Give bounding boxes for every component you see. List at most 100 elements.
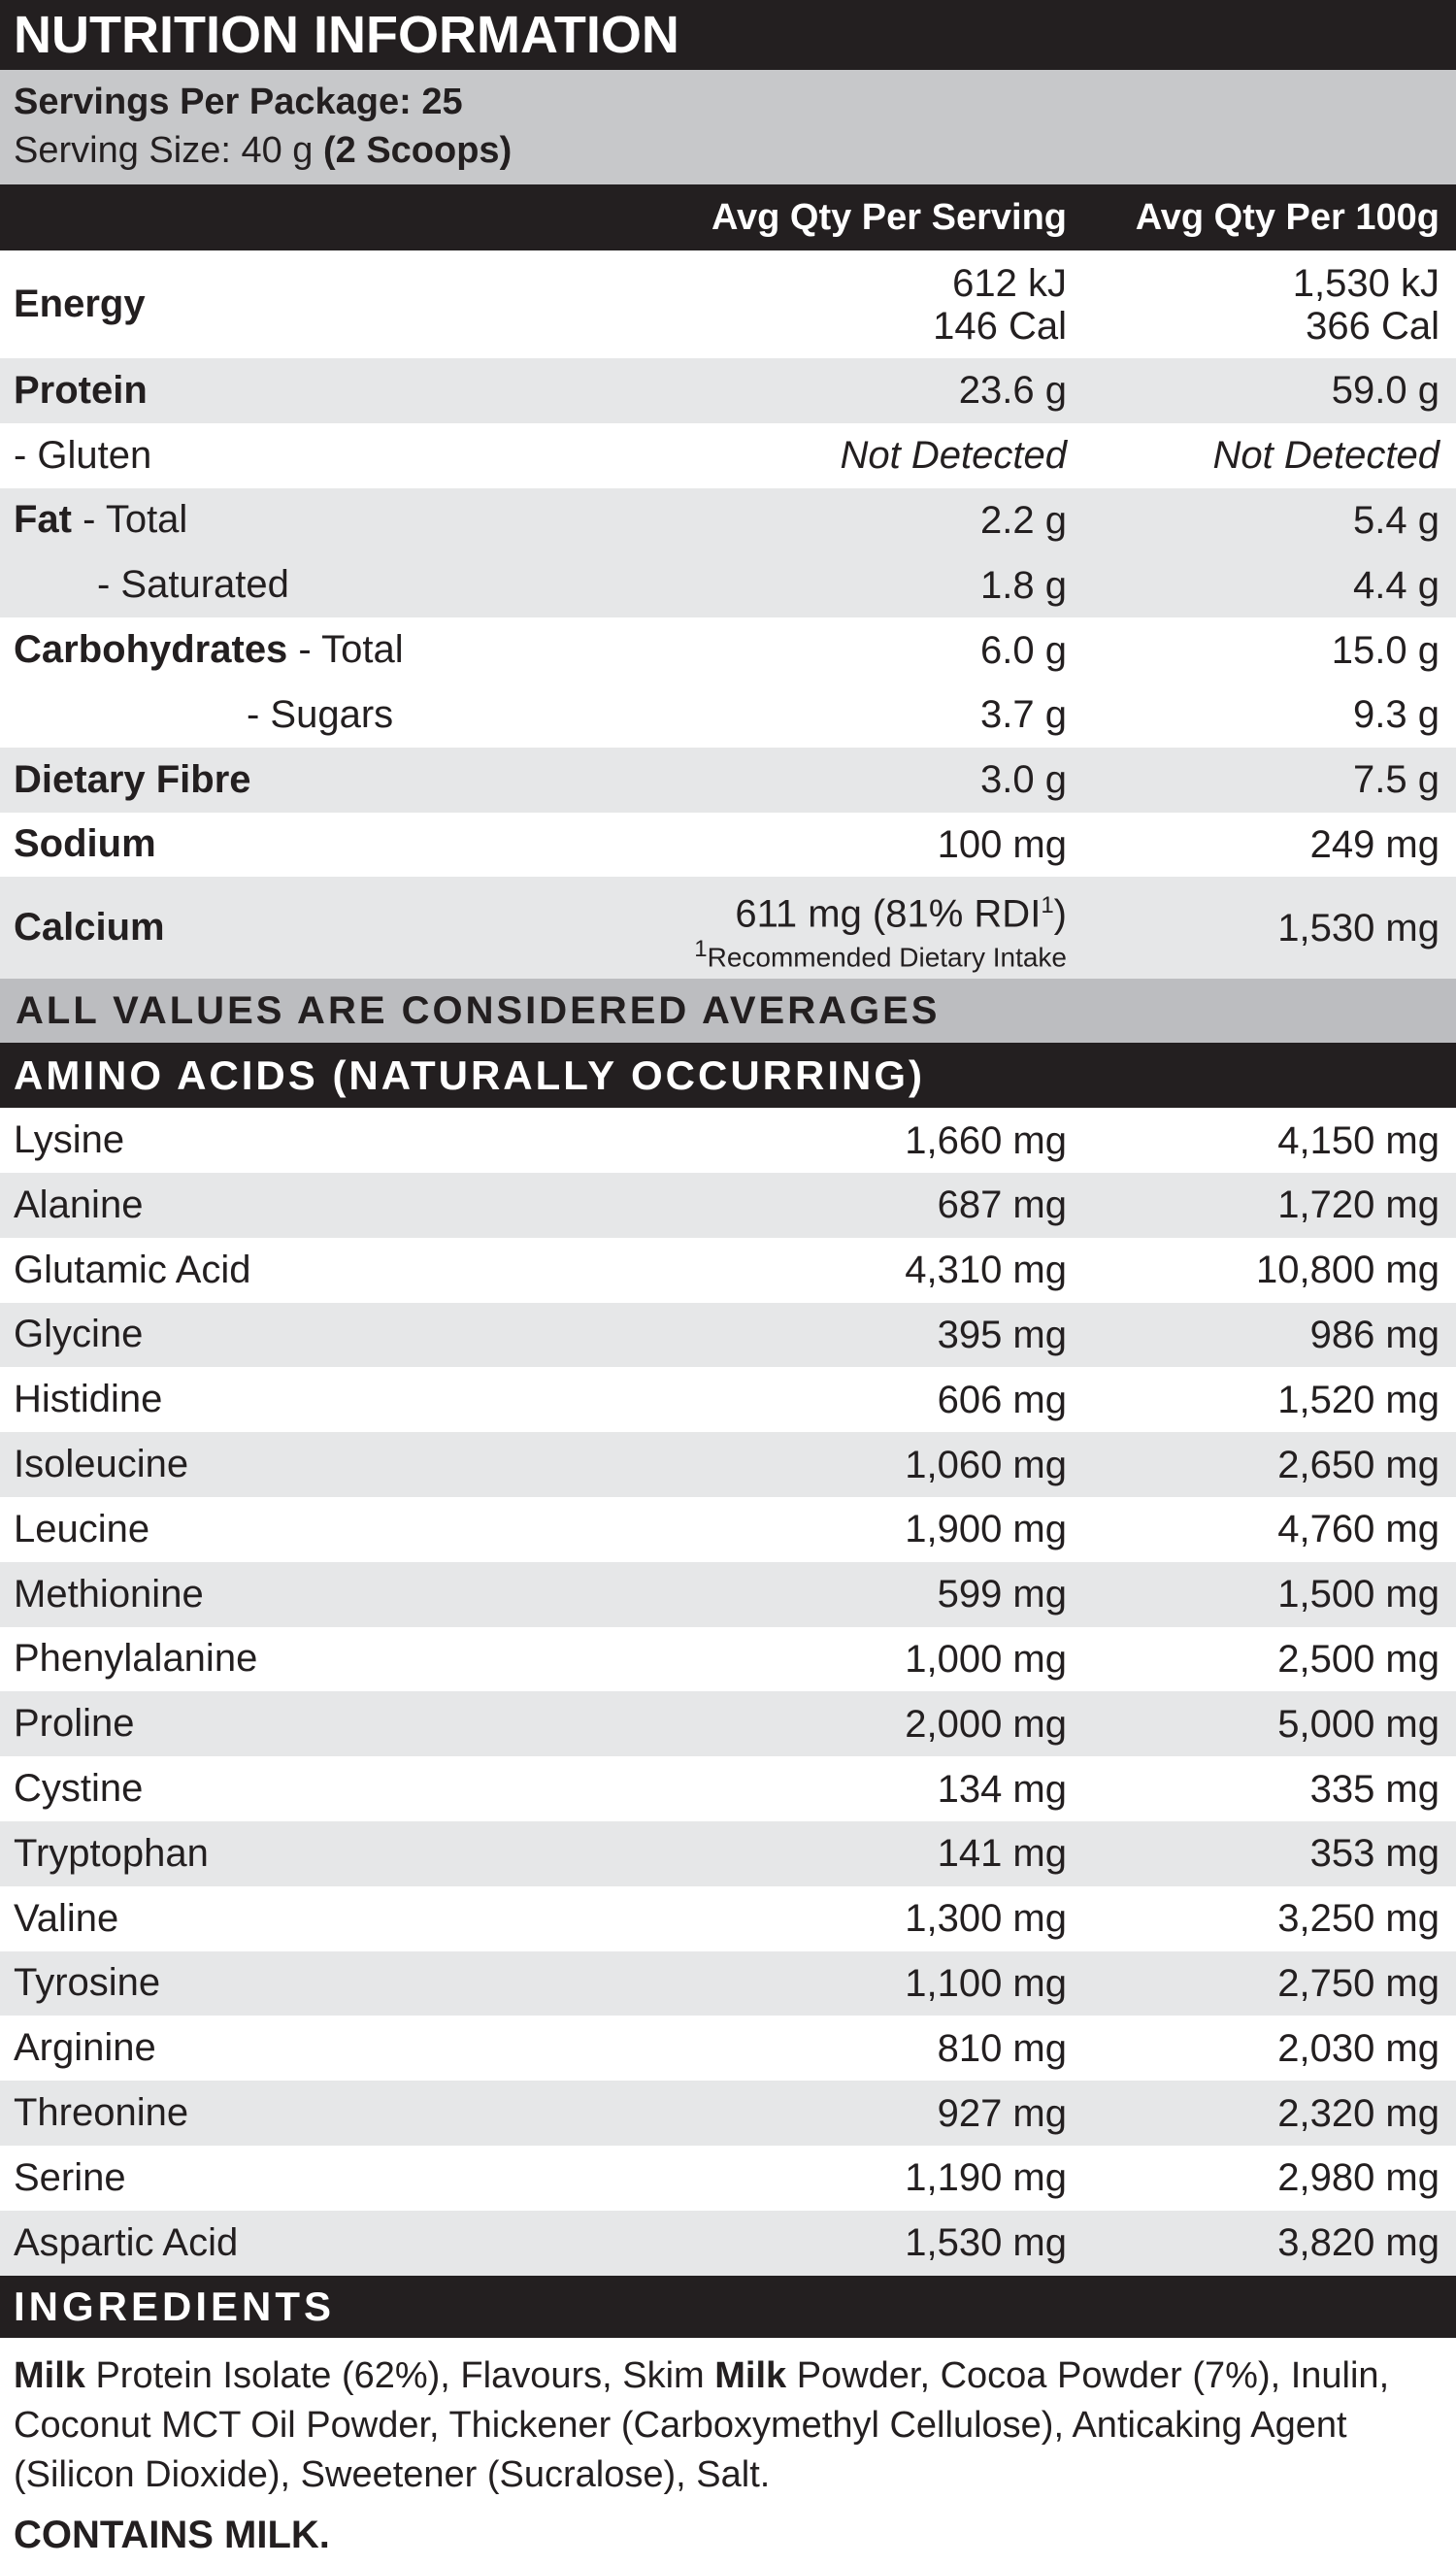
value: 599 mg — [937, 1573, 1067, 1616]
value-line: 146 Cal — [933, 304, 1067, 348]
amino-name: Tyrosine — [14, 1961, 161, 2005]
value: 4,150 mg — [1277, 1118, 1439, 1162]
amino-name: Isoleucine — [14, 1443, 189, 1486]
value-text: Not Detected — [1212, 434, 1439, 478]
value: 2,500 mg — [1277, 1637, 1439, 1681]
amino-name: Methionine — [14, 1572, 204, 1616]
value-line: 611 mg (81% RDI1) — [562, 884, 1067, 935]
column-header: Avg Qty Per Serving Avg Qty Per 100g — [0, 184, 1456, 250]
amino-row: Tyrosine 1,100 mg 2,750 mg — [0, 1950, 1456, 2016]
value: 335 mg — [1309, 1767, 1439, 1811]
amino-name: Glutamic Acid — [14, 1248, 251, 1291]
value-text: 1,530 mg — [1277, 906, 1439, 950]
amino-row: Isoleucine 1,060 mg 2,650 mg — [0, 1432, 1456, 1497]
amino-name: Histidine — [14, 1378, 163, 1421]
value-text: 5.4 g — [1353, 498, 1439, 542]
value: 7.5 g — [1067, 758, 1439, 801]
column-title: Avg Qty Per Serving — [711, 197, 1067, 238]
value: 2,750 mg — [1277, 1961, 1439, 2005]
amino-row: Tryptophan 141 mg 353 mg — [0, 1820, 1456, 1886]
amino-name: Glycine — [14, 1313, 144, 1356]
value-text: 3.7 g — [980, 693, 1067, 737]
value: 3,250 mg — [1277, 1897, 1439, 1941]
value-text: 249 mg — [1309, 822, 1439, 866]
nutrient-qualifier: - Total — [72, 498, 188, 542]
value: 2,000 mg — [905, 1702, 1067, 1746]
nutrient-row: - Sugars 3.7 g 9.3 g — [0, 683, 1456, 748]
nutrient-name: Sodium — [14, 822, 156, 866]
value: 15.0 g — [1067, 629, 1439, 672]
value: 1,000 mg — [905, 1637, 1067, 1681]
value: 1,500 mg — [1277, 1573, 1439, 1616]
nutrient-label: Fat - Total — [14, 498, 562, 542]
value: 134 mg — [937, 1767, 1067, 1811]
value-text: 23.6 g — [958, 369, 1067, 413]
value: 4,760 mg — [1277, 1508, 1439, 1551]
amino-row: Phenylalanine 1,000 mg 2,500 mg — [0, 1627, 1456, 1692]
value-text: 1.8 g — [980, 563, 1067, 607]
value: 606 mg — [937, 1378, 1067, 1421]
value: 2,980 mg — [1277, 2156, 1439, 2200]
amino-row: Proline 2,000 mg 5,000 mg — [0, 1691, 1456, 1757]
value: 612 kJ 146 Cal — [562, 262, 1067, 348]
section-bar: AMINO ACIDS (NATURALLY OCCURRING) — [0, 1043, 1456, 1109]
nutrient-row: Calcium 611 mg (81% RDI1) 1Recommended Die… — [0, 877, 1456, 980]
amino-name: Proline — [14, 1702, 135, 1746]
value: 3,820 mg — [1277, 2221, 1439, 2265]
value: 1,190 mg — [905, 2156, 1067, 2200]
nutrient-row: - Saturated 1.8 g 4.4 g — [0, 552, 1456, 618]
value-text: 4.4 g — [1353, 563, 1439, 607]
amino-row: Aspartic Acid 1,530 mg 3,820 mg — [0, 2210, 1456, 2276]
value: 1,660 mg — [905, 1118, 1067, 1162]
value-text: 3.0 g — [980, 758, 1067, 802]
nutrient-name: Fat — [14, 498, 72, 542]
footnote-text: Recommended Dietary Intake — [707, 942, 1067, 973]
nutrient-label: Carbohydrates - Total — [14, 628, 562, 672]
value-text: Not Detected — [840, 434, 1067, 478]
nutrient-row: Protein 23.6 g 59.0 g — [0, 358, 1456, 423]
footnote-mark: 1 — [694, 935, 708, 962]
amino-name: Threonine — [14, 2091, 189, 2135]
footnote: 1Recommended Dietary Intake — [562, 935, 1067, 972]
amino-name: Phenylalanine — [14, 1637, 258, 1681]
value: 3.0 g — [562, 758, 1067, 801]
nutrient-label: Sodium — [14, 822, 562, 866]
ingredient-segment: Protein Isolate (62%), Flavours, Skim — [84, 2354, 715, 2396]
servings: Servings Per Package: 25 Serving Size: 40… — [0, 70, 1456, 184]
nutrient-name: Energy — [14, 283, 146, 325]
amino-row: Cystine 134 mg 335 mg — [0, 1756, 1456, 1821]
value: 5.4 g — [1067, 499, 1439, 542]
nutrient-label: - Sugars — [14, 693, 562, 737]
serving-size-scoops: (2 Scoops) — [322, 130, 513, 171]
value: 9.3 g — [1067, 693, 1439, 736]
allergen: CONTAINS MILK. — [14, 2513, 330, 2556]
servings-per-package: Servings Per Package: 25 — [14, 82, 463, 122]
value: 395 mg — [937, 1313, 1067, 1356]
value: Not Detected — [562, 434, 1067, 477]
value: 810 mg — [937, 2026, 1067, 2070]
nutrient-name: Carbohydrates — [14, 628, 288, 672]
value: 6.0 g — [562, 629, 1067, 672]
nutrient-qualifier: - Gluten — [14, 433, 152, 477]
value: 1,300 mg — [905, 1897, 1067, 1941]
ingredients-text: Milk Protein Isolate (62%), Flavours, Sk… — [0, 2338, 1456, 2505]
nutrient-label: - Gluten — [14, 434, 562, 478]
nutrient-name: Dietary Fibre — [14, 757, 251, 801]
value: 1.8 g — [562, 564, 1067, 607]
value-text: ) — [1053, 891, 1067, 935]
nutrient-label: - Saturated — [14, 563, 562, 607]
value-line: 366 Cal — [1306, 304, 1439, 348]
nutrient-row: Energy 612 kJ 146 Cal 1,530 kJ 366 Cal — [0, 250, 1456, 358]
ingredient-segment: Powder, Cocoa Powder (7%), Inulin, Cocon… — [14, 2354, 1390, 2495]
value: 687 mg — [937, 1183, 1067, 1227]
value: 249 mg — [1067, 823, 1439, 866]
serving-size-line: Serving Size: 40 g (2 Scoops) — [14, 126, 1442, 175]
amino-name: Valine — [14, 1896, 119, 1940]
value: 2,320 mg — [1277, 2091, 1439, 2135]
nutrient-label: Calcium — [14, 906, 562, 950]
amino-row: Histidine 606 mg 1,520 mg — [0, 1367, 1456, 1432]
value: 100 mg — [562, 823, 1067, 866]
amino-row: Glutamic Acid 4,310 mg 10,800 mg — [0, 1238, 1456, 1303]
ingredient-segment: Milk — [14, 2354, 85, 2396]
